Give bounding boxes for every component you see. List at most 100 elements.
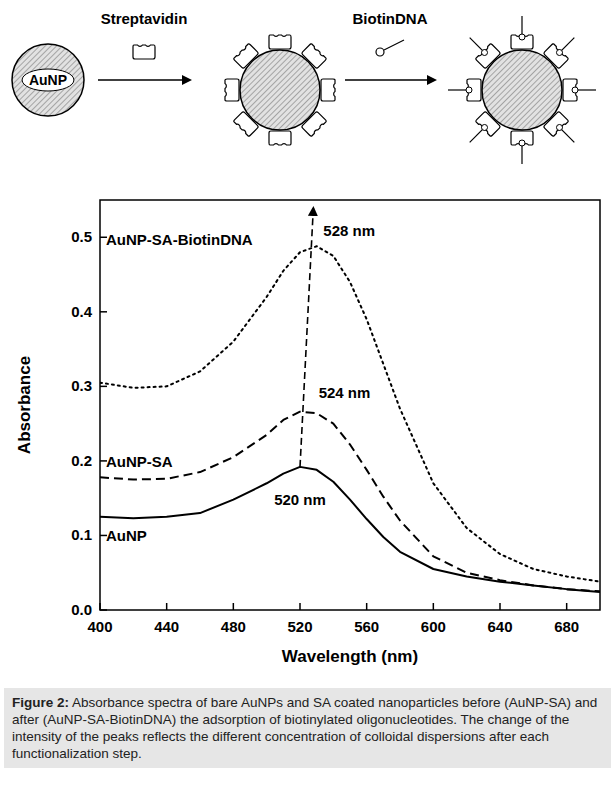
x-tick-label: 600 bbox=[421, 618, 446, 635]
plot-frame bbox=[100, 200, 600, 610]
streptavidin-body bbox=[467, 79, 481, 101]
streptavidin-body bbox=[321, 79, 335, 101]
streptavidin-icon bbox=[543, 111, 568, 136]
y-tick-label: 0.4 bbox=[71, 303, 93, 320]
y-tick-label: 0.5 bbox=[71, 228, 92, 245]
streptavidin-body bbox=[511, 131, 533, 145]
biotin bbox=[572, 87, 578, 93]
step-arrow bbox=[345, 79, 435, 81]
dna-strand bbox=[561, 38, 574, 51]
y-tick-label: 0.2 bbox=[71, 452, 92, 469]
chart: 0.0 0.1 0.2 0.3 0.4 0.5 400 440 480 520 560 600 640 6… bbox=[15, 200, 600, 666]
streptavidin-body bbox=[269, 131, 291, 145]
streptavidin-body bbox=[543, 43, 568, 68]
x-tick-label: 520 bbox=[287, 618, 312, 635]
y-tick-label: 0.1 bbox=[71, 526, 92, 543]
gold-nanoparticle bbox=[12, 44, 84, 116]
biotin bbox=[482, 50, 488, 56]
biotin bbox=[556, 124, 562, 130]
streptavidin-icon bbox=[269, 131, 291, 145]
x-tick bbox=[499, 603, 501, 610]
y-tick bbox=[100, 386, 107, 388]
x-tick bbox=[99, 603, 101, 610]
dna-strand bbox=[577, 89, 596, 90]
streptavidin-icon bbox=[301, 43, 326, 68]
streptavidin-body bbox=[475, 111, 500, 136]
dna-strand bbox=[448, 89, 467, 90]
streptavidin-icon bbox=[467, 79, 481, 101]
x-tick-label: 640 bbox=[487, 618, 512, 635]
schematic: AuNPStreptavidinBiotinDNA bbox=[12, 10, 596, 164]
streptavidin-icon bbox=[543, 43, 568, 68]
streptavidin-icon bbox=[225, 79, 239, 101]
biotin bbox=[519, 140, 525, 146]
streptavidin-body bbox=[543, 111, 568, 136]
y-tick bbox=[100, 311, 107, 313]
step-arrow bbox=[98, 79, 190, 81]
peak-label: 528 nm bbox=[323, 222, 375, 239]
dna-strand bbox=[561, 129, 574, 142]
streptavidin-body bbox=[225, 79, 239, 101]
biotin bbox=[519, 34, 525, 40]
x-tick-label: 400 bbox=[87, 618, 112, 635]
streptavidin-body bbox=[475, 43, 500, 68]
series-label: AuNP-SA-BiotinDNA bbox=[106, 231, 253, 248]
streptavidin-icon bbox=[269, 35, 291, 49]
x-axis-title: Wavelength (nm) bbox=[282, 647, 418, 666]
streptavidin-icon bbox=[511, 35, 533, 49]
y-tick-label: 0.0 bbox=[71, 601, 92, 618]
step-label: Streptavidin bbox=[101, 10, 188, 27]
streptavidin-icon bbox=[233, 111, 258, 136]
series-label: AuNP bbox=[106, 527, 147, 544]
y-axis-title: Absorbance bbox=[15, 356, 34, 454]
streptavidin-icon bbox=[133, 45, 155, 59]
spectrum-line bbox=[100, 246, 600, 581]
biotin bbox=[556, 50, 562, 56]
spectrum-line bbox=[100, 412, 600, 592]
x-tick bbox=[566, 603, 568, 610]
x-tick-label: 480 bbox=[221, 618, 246, 635]
streptavidin-body bbox=[269, 35, 291, 49]
streptavidin-body bbox=[233, 111, 258, 136]
streptavidin-body bbox=[563, 79, 577, 101]
series-label: AuNP-SA bbox=[106, 453, 173, 470]
caption-label: Figure 2: bbox=[12, 695, 69, 710]
x-tick bbox=[233, 603, 235, 610]
streptavidin-icon bbox=[563, 79, 577, 101]
y-tick-label: 0.3 bbox=[71, 377, 92, 394]
x-tick bbox=[433, 603, 435, 610]
gold-nanoparticle bbox=[482, 50, 562, 130]
figure: AuNPStreptavidinBiotinDNA0.00.10.20.30.4… bbox=[0, 0, 615, 685]
x-tick-label: 440 bbox=[154, 618, 179, 635]
peak-shift-arrow bbox=[300, 208, 313, 467]
x-tick-label: 680 bbox=[554, 618, 579, 635]
dna-strand-icon bbox=[384, 40, 404, 50]
dna-strand bbox=[521, 16, 522, 35]
streptavidin-icon bbox=[475, 43, 500, 68]
streptavidin-icon bbox=[321, 79, 335, 101]
dna-strand bbox=[521, 145, 522, 164]
streptavidin-body bbox=[133, 45, 155, 59]
streptavidin-body bbox=[511, 35, 533, 49]
biotin-icon bbox=[376, 48, 384, 56]
peak-label: 524 nm bbox=[319, 384, 371, 401]
x-tick-label: 560 bbox=[354, 618, 379, 635]
gold-nanoparticle bbox=[240, 50, 320, 130]
dna-strand bbox=[470, 129, 483, 142]
streptavidin-icon bbox=[301, 111, 326, 136]
streptavidin-icon bbox=[511, 131, 533, 145]
streptavidin-body bbox=[301, 111, 326, 136]
series-lines bbox=[100, 246, 600, 592]
biotin bbox=[482, 124, 488, 130]
caption-text: Absorbance spectra of bare AuNPs and SA … bbox=[12, 695, 597, 761]
x-tick bbox=[299, 603, 301, 610]
caption: Figure 2: Absorbance spectra of bare AuN… bbox=[4, 688, 611, 768]
biotin bbox=[466, 87, 472, 93]
spectrum-line bbox=[100, 467, 600, 592]
x-tick bbox=[366, 603, 368, 610]
streptavidin-icon bbox=[475, 111, 500, 136]
particle-label-ground bbox=[22, 69, 74, 91]
dna-strand bbox=[470, 38, 483, 51]
particle-label: AuNP bbox=[29, 72, 67, 88]
y-tick bbox=[100, 609, 107, 611]
